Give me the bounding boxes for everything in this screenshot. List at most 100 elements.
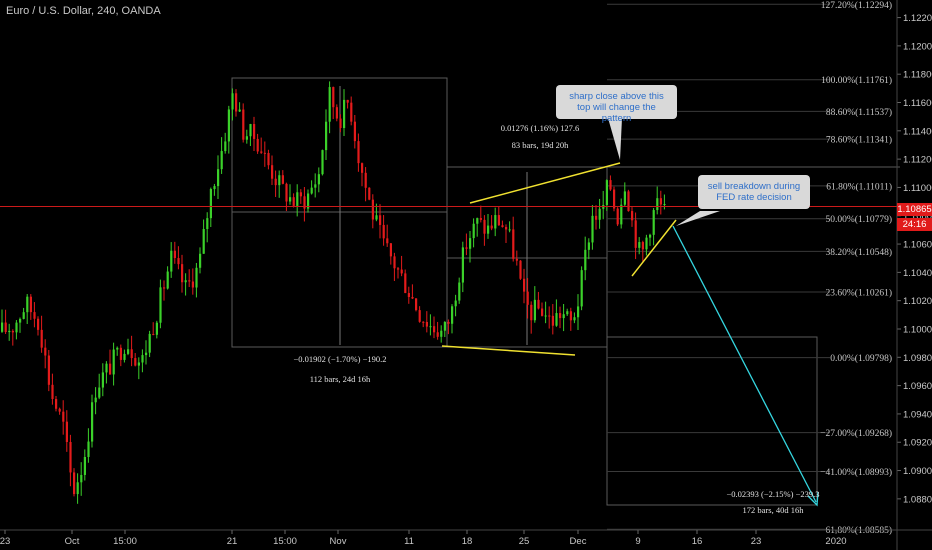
candle-body	[350, 102, 353, 122]
measure-box-3	[606, 336, 818, 506]
fib-level-label: 127.20%(1.12294)	[821, 0, 892, 11]
candle-body	[238, 109, 241, 112]
candle-body	[512, 229, 515, 259]
candle-body	[292, 197, 295, 206]
candle-body	[242, 109, 245, 140]
candle-body	[181, 264, 184, 283]
candle-body	[260, 151, 263, 153]
candle-body	[281, 175, 284, 184]
y-tick-label: 1.10200	[903, 296, 932, 307]
candle-body	[515, 258, 518, 261]
candle-body	[415, 298, 418, 311]
candle-body	[519, 260, 522, 279]
candle-body	[310, 187, 313, 194]
x-tick-label: 9	[635, 536, 640, 547]
x-tick-label: 21	[227, 536, 238, 547]
candle-body	[76, 482, 79, 495]
candle-body	[663, 203, 666, 205]
candle-body	[91, 402, 94, 442]
fib-level-label: 88.60%(1.11537)	[826, 107, 892, 118]
candle-body	[386, 238, 389, 244]
candle-body	[220, 151, 223, 170]
candle-body	[55, 399, 58, 409]
candle-body	[224, 141, 227, 152]
candle-body	[62, 411, 65, 422]
y-tick-label: 1.11400	[903, 126, 932, 137]
candle-body	[127, 349, 130, 354]
candle-body	[278, 175, 281, 186]
x-tick-label: 23	[751, 536, 762, 547]
y-tick-label: 1.11000	[903, 183, 932, 194]
candle-body	[587, 242, 590, 250]
candle-body	[256, 138, 259, 152]
countdown-tag: 24:16	[897, 218, 932, 231]
candle-body	[325, 121, 328, 151]
candle-body	[116, 347, 119, 350]
candle-body	[469, 238, 472, 249]
y-tick-label: 1.10800	[903, 211, 932, 222]
x-tick-label: 15:00	[113, 536, 137, 547]
measure-box-2	[446, 166, 608, 348]
candle-body	[11, 330, 14, 333]
callout-2-pointer	[676, 211, 720, 226]
candle-body	[141, 355, 144, 363]
candle-body	[213, 186, 216, 190]
measure-3-line2: 172 bars, 40d 16h	[743, 505, 805, 515]
candle-body	[476, 218, 479, 224]
candle-body	[368, 187, 371, 200]
y-tick-label: 1.10600	[903, 240, 932, 251]
y-tick-label: 1.12200	[903, 13, 932, 24]
candle-body	[19, 318, 22, 323]
candle-body	[591, 215, 594, 243]
candle-body	[425, 321, 428, 327]
x-tick-label: 2020	[825, 536, 846, 547]
candle-body	[314, 184, 317, 188]
candle-body	[562, 314, 565, 319]
candle-body	[530, 304, 533, 321]
candle-body	[134, 358, 137, 366]
candle-body	[22, 312, 25, 319]
candle-body	[580, 270, 583, 307]
measurement-labels: 0.01276 (1.16%) 127.6 83 bars, 19d 20h −…	[294, 123, 820, 515]
measure-2-line2: 112 bars, 24d 16h	[310, 374, 371, 384]
candle-body	[332, 87, 335, 108]
candle-body	[166, 271, 169, 289]
y-tick-label: 1.09000	[903, 466, 932, 477]
candle-body	[33, 312, 36, 319]
candle-body	[641, 242, 644, 250]
y-tick-label: 1.10000	[903, 324, 932, 335]
candle-body	[613, 189, 616, 209]
candle-body	[487, 225, 490, 234]
candle-body	[598, 208, 601, 220]
candle-body	[227, 109, 230, 142]
candle-body	[407, 293, 410, 297]
candle-body	[569, 311, 572, 321]
candle-body	[44, 347, 47, 356]
candle-body	[101, 372, 104, 388]
candle-body	[289, 197, 292, 202]
candle-body	[501, 225, 504, 228]
candle-body	[87, 441, 90, 457]
x-tick-label: Nov	[330, 536, 347, 547]
candle-body	[317, 174, 320, 185]
candlestick-series	[1, 81, 666, 504]
candle-body	[112, 349, 115, 375]
candle-body	[526, 291, 529, 305]
candle-body	[605, 180, 608, 205]
candle-body	[148, 333, 151, 353]
candle-body	[375, 215, 378, 220]
callout-top: sharp close above this top will change t…	[556, 85, 677, 124]
candle-body	[346, 99, 349, 103]
candle-body	[94, 397, 97, 403]
candle-body	[494, 215, 497, 229]
candle-body	[577, 306, 580, 318]
fib-level-label: 23.60%(1.10261)	[826, 288, 893, 299]
measure-1-line2: 83 bars, 19d 20h	[512, 140, 569, 150]
candle-body	[206, 218, 209, 230]
candle-body	[191, 281, 194, 288]
callout-pointers	[608, 118, 720, 226]
candle-body	[490, 225, 493, 229]
y-tick-label: 1.10400	[903, 268, 932, 279]
y-tick-label: 1.09400	[903, 409, 932, 420]
